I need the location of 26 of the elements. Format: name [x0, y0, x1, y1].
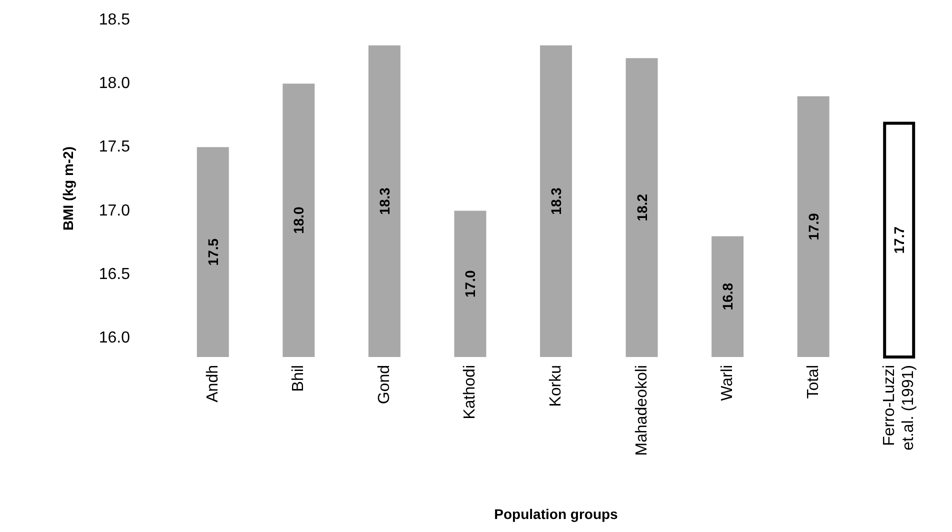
data-label: 17.0	[462, 270, 478, 298]
x-tick-label: Korku	[548, 365, 564, 407]
data-label: 18.2	[634, 194, 650, 222]
data-label: 17.5	[204, 238, 221, 266]
x-tick-label: Bhil	[290, 365, 308, 392]
x-tick-label: Gond	[376, 365, 393, 404]
x-axis-title: Population groups	[494, 506, 618, 522]
data-label: 18.0	[290, 206, 307, 234]
y-tick-label: 17.5	[98, 138, 130, 156]
x-tick-label: Mahadeokoli	[633, 365, 650, 456]
y-axis-title: BMI (kg m-2)	[60, 146, 76, 230]
x-tick-label: Warli	[719, 365, 736, 401]
y-tick-label: 16.5	[98, 266, 130, 283]
x-tick-label: Ferro-Luzzi et.al. (1991)	[881, 365, 918, 450]
data-label: 17.7	[891, 226, 908, 254]
x-tick-label: Andh	[204, 365, 222, 402]
x-tick-label: Total	[804, 365, 822, 399]
x-tick-label: Kathodi	[462, 365, 479, 420]
data-label: 16.8	[720, 282, 736, 310]
data-label: 18.3	[548, 187, 564, 215]
y-tick-label: 18.0	[98, 75, 130, 92]
y-tick-label: 18.5	[98, 12, 130, 28]
data-label: 17.9	[805, 212, 822, 240]
y-tick-label: 16.0	[98, 329, 130, 346]
y-tick-label: 17.0	[98, 202, 130, 220]
data-label: 18.3	[376, 187, 392, 215]
